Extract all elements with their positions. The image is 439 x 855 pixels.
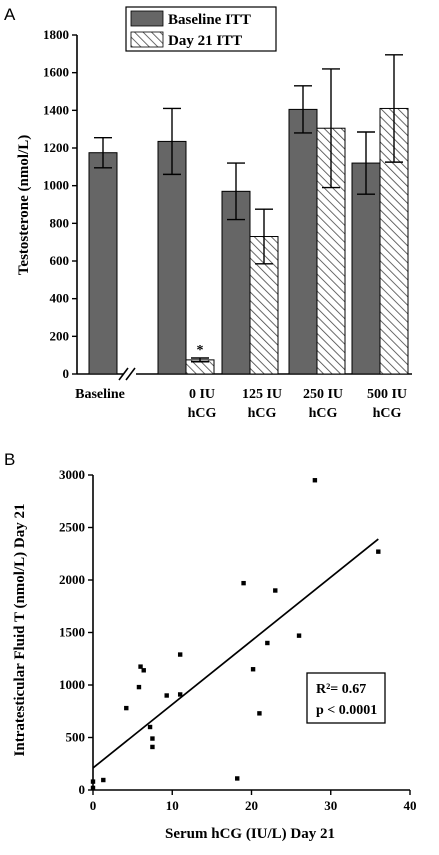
data-point	[164, 693, 169, 698]
legend-label-baseline: Baseline ITT	[168, 12, 251, 28]
y-tick-label: 1000	[43, 178, 69, 193]
bar-baseline	[88, 152, 118, 375]
legend-swatch-baseline	[130, 10, 164, 27]
y-tick-label-b: 2500	[59, 520, 85, 535]
y-axis-title-b: Intratesticular Fluid T (nmol/L) Day 21	[12, 504, 28, 757]
data-point	[150, 744, 155, 750]
y-tick-label: 1200	[43, 140, 69, 155]
y-tick-label: 1400	[43, 102, 69, 117]
bar-baseline	[288, 108, 318, 375]
panel-b-scatter-plot: B Intratesticular Fluid T (nmol/L) Day 2…	[4, 450, 417, 842]
data-point	[138, 664, 143, 669]
axis-break-mark	[118, 367, 129, 381]
category-label: 125 IU	[242, 387, 282, 402]
panel-b-letter: B	[4, 450, 15, 469]
stats-box-frame	[306, 672, 386, 724]
category-label: 500 IU	[367, 387, 407, 402]
category-label: hCG	[248, 406, 277, 421]
y-tick-label: 1800	[43, 27, 69, 42]
y-tick-label: 600	[50, 253, 70, 268]
stats-p-value: p < 0.0001	[316, 703, 377, 718]
bar-day21	[249, 236, 279, 375]
panel-a-bar-chart: A Baseline ITT Day 21 ITT Testosterone (…	[4, 5, 412, 421]
y-tick-label: 400	[50, 291, 70, 306]
data-point	[147, 724, 153, 730]
data-point	[141, 668, 146, 673]
bars: *	[88, 54, 409, 375]
data-point	[177, 652, 183, 657]
x-tick-label-b: 20	[245, 798, 258, 813]
axes-b: 0 500 1000 1500 2000 2500 3000 0 10 20 30 40	[59, 467, 417, 813]
data-point	[90, 779, 96, 784]
category-labels: Baseline 0 IU hCG 125 IU hCG 250 IU hCG 500 IU h…	[75, 387, 407, 421]
x-tick-label-b: 0	[90, 798, 97, 813]
data-point	[177, 692, 183, 697]
y-tick-label-b: 3000	[59, 467, 85, 482]
y-tick-label: 1600	[43, 65, 69, 80]
y-tick-label-b: 2000	[59, 572, 85, 587]
bar-baseline	[351, 162, 381, 375]
y-axis-title: Testosterone (nmol/L)	[16, 135, 32, 275]
y-tick-label: 200	[50, 328, 70, 343]
data-point	[250, 667, 256, 672]
significance-star: *	[197, 343, 204, 358]
legend: Baseline ITT Day 21 ITT	[125, 6, 277, 52]
data-point	[136, 684, 142, 690]
y-tick-label-b: 500	[66, 730, 86, 745]
bar-baseline	[157, 140, 187, 375]
data-point	[90, 785, 96, 791]
data-point	[235, 776, 240, 781]
y-tick-label: 0	[63, 366, 70, 381]
category-label: 0 IU	[189, 387, 215, 402]
fit-line	[92, 538, 379, 769]
category-label: 250 IU	[303, 387, 343, 402]
data-point	[265, 640, 270, 646]
y-tick-label: 800	[50, 215, 70, 230]
x-axis-title-b: Serum hCG (IU/L) Day 21	[165, 826, 335, 842]
stats-r-squared: R²= 0.67	[316, 682, 366, 697]
data-point	[241, 580, 246, 586]
data-point	[150, 736, 155, 741]
legend-label-day21: Day 21 ITT	[168, 33, 242, 49]
category-label: Baseline	[75, 387, 125, 402]
data-point	[312, 478, 318, 483]
data-point	[101, 777, 106, 783]
axis-break-mark	[125, 367, 136, 381]
scatter-points	[90, 478, 381, 791]
data-point	[273, 588, 278, 593]
regression-line	[92, 538, 379, 769]
y-axis: 0 200 400 600 800 1000 1200 1400 1600 1800	[43, 27, 412, 381]
x-tick-label-b: 10	[166, 798, 179, 813]
y-tick-label-b: 1000	[59, 677, 85, 692]
data-point	[124, 705, 129, 711]
category-label: hCG	[373, 406, 402, 421]
y-tick-label-b: 1500	[59, 625, 85, 640]
panel-a-letter: A	[4, 5, 16, 24]
data-point	[296, 633, 302, 638]
x-tick-label-b: 40	[404, 798, 417, 813]
legend-swatch-day21	[130, 31, 164, 48]
data-point	[376, 549, 381, 554]
stats-box: R²= 0.67 p < 0.0001	[306, 672, 386, 724]
x-tick-label-b: 30	[324, 798, 337, 813]
y-tick-label-b: 0	[79, 782, 86, 797]
data-point	[257, 711, 262, 716]
category-label: hCG	[309, 406, 338, 421]
category-label: hCG	[188, 406, 217, 421]
